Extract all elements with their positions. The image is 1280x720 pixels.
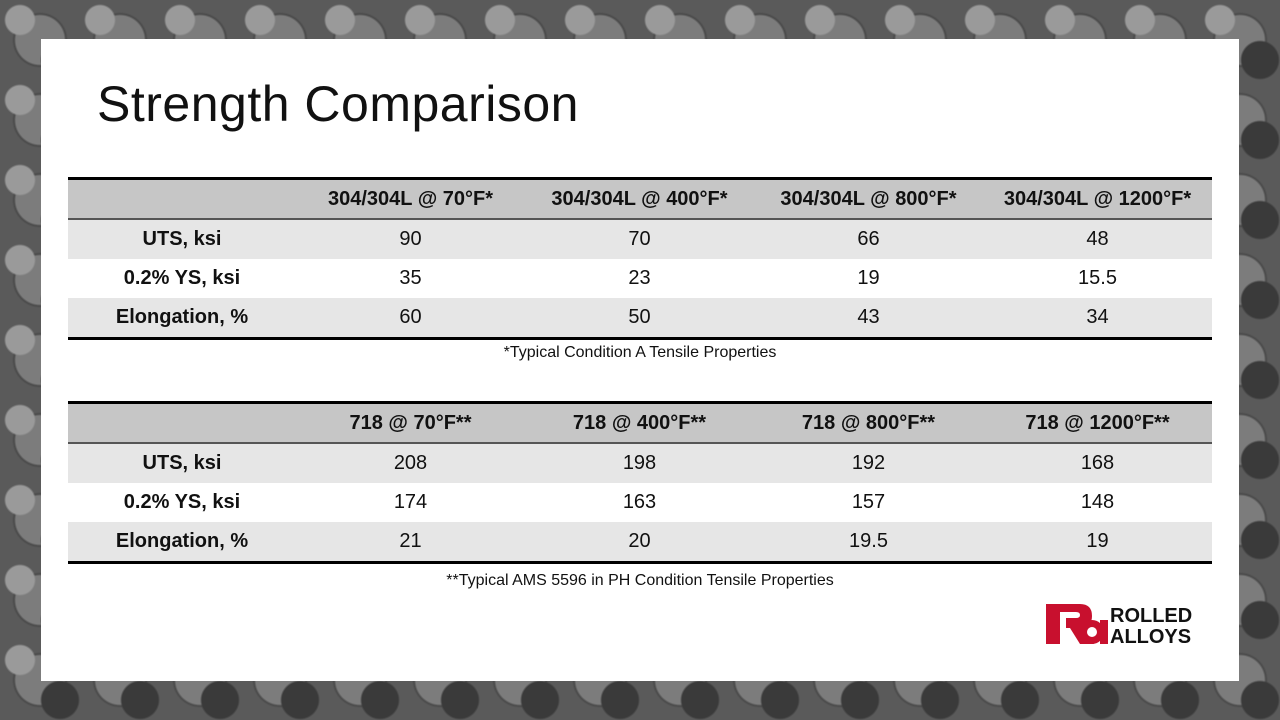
- table-header-row: 304/304L @ 70°F* 304/304L @ 400°F* 304/3…: [68, 177, 1212, 220]
- table-304-strength: 304/304L @ 70°F* 304/304L @ 400°F* 304/3…: [68, 177, 1212, 340]
- table-cell: 20: [525, 522, 754, 564]
- table-footnote-304: *Typical Condition A Tensile Properties: [503, 344, 777, 361]
- row-label: UTS, ksi: [142, 452, 222, 474]
- table-row: 0.2% YS, ksi 174 163 157 148: [68, 483, 1212, 522]
- table-row: UTS, ksi 90 70 66 48: [68, 219, 1212, 259]
- table-row: Elongation, % 60 50 43 34: [68, 298, 1212, 340]
- row-label: Elongation, %: [68, 298, 296, 340]
- table-cell: 157: [851, 491, 886, 513]
- header-cell-empty: [68, 177, 296, 220]
- header-cell-800f: 718 @ 800°F**: [754, 401, 983, 444]
- header-cell-800f: 304/304L @ 800°F*: [754, 177, 983, 220]
- row-label: 0.2% YS, ksi: [123, 491, 241, 513]
- table-cell: 21: [296, 522, 525, 564]
- table-cell: 163: [622, 491, 657, 513]
- table-cell: 168: [1080, 452, 1115, 474]
- table-row: Elongation, % 21 20 19.5 19: [68, 522, 1212, 564]
- table-cell: 34: [983, 298, 1212, 340]
- table-row: 0.2% YS, ksi 35 23 19 15.5: [68, 259, 1212, 298]
- header-cell-empty: [68, 401, 296, 444]
- row-label: 0.2% YS, ksi: [123, 267, 241, 289]
- ra-mark-icon: [1046, 604, 1108, 644]
- table-header-row: 718 @ 70°F** 718 @ 400°F** 718 @ 800°F**…: [68, 401, 1212, 444]
- table-cell: 35: [399, 267, 422, 289]
- table-cell: 43: [754, 298, 983, 340]
- header-cell-70f: 304/304L @ 70°F*: [296, 177, 525, 220]
- logo-line-1: ROLLED: [1110, 605, 1192, 627]
- table-cell: 70: [628, 228, 651, 250]
- header-cell-70f: 718 @ 70°F**: [296, 401, 525, 444]
- header-cell-400f: 718 @ 400°F**: [525, 401, 754, 444]
- table-cell: 19: [983, 522, 1212, 564]
- slide-title: Strength Comparison: [97, 76, 579, 132]
- slide: Strength Comparison 304/304L @ 70°F* 304…: [41, 39, 1239, 681]
- table-row: UTS, ksi 208 198 192 168: [68, 443, 1212, 483]
- table-cell: 19.5: [754, 522, 983, 564]
- rolled-alloys-logo: ROLLED ALLOYS: [1046, 602, 1206, 646]
- table-718-strength: 718 @ 70°F** 718 @ 400°F** 718 @ 800°F**…: [68, 401, 1212, 564]
- header-cell-1200f: 304/304L @ 1200°F*: [983, 177, 1212, 220]
- row-label: UTS, ksi: [142, 228, 222, 250]
- row-label: Elongation, %: [68, 522, 296, 564]
- header-cell-1200f: 718 @ 1200°F**: [983, 401, 1212, 444]
- table-cell: 148: [1080, 491, 1115, 513]
- table-cell: 66: [857, 228, 880, 250]
- table-cell: 208: [393, 452, 428, 474]
- table-cell: 192: [851, 452, 886, 474]
- table-cell: 15.5: [1078, 267, 1117, 289]
- table-cell: 23: [628, 267, 651, 289]
- logo-line-2: ALLOYS: [1110, 626, 1191, 646]
- table-footnote-718: **Typical AMS 5596 in PH Condition Tensi…: [446, 572, 834, 589]
- table-cell: 19: [857, 267, 880, 289]
- table-cell: 50: [525, 298, 754, 340]
- table-cell: 90: [399, 228, 422, 250]
- header-cell-400f: 304/304L @ 400°F*: [525, 177, 754, 220]
- table-cell: 198: [622, 452, 657, 474]
- table-cell: 60: [296, 298, 525, 340]
- table-cell: 48: [1086, 228, 1109, 250]
- table-cell: 174: [393, 491, 428, 513]
